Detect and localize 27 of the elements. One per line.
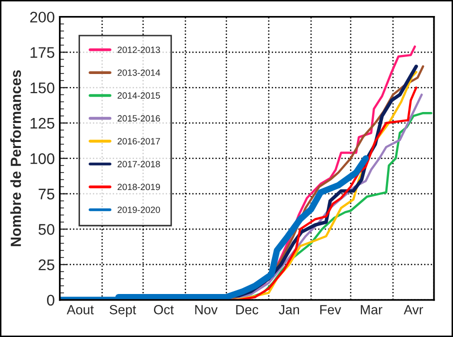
y-tick-label: 50 [38,224,54,235]
legend-label: 2014-2015 [118,92,160,99]
x-tick-label: Oct [154,305,174,314]
x-tick-label: Avr [404,305,424,314]
y-tick-label: 150 [30,82,54,94]
legend-label: 2018-2019 [118,184,160,190]
x-tick-label: Sept [110,305,136,317]
legend-label: 2019-2020 [118,206,160,214]
y-tick-label: 200 [30,12,54,23]
y-tick-label: 75 [38,188,54,200]
legend-label: 2013-2014 [118,69,160,76]
legend-label: 2016-2017 [118,138,160,144]
y-tick-label: 100 [30,153,54,164]
y-tick-label: 175 [30,47,54,58]
y-tick-label: 25 [38,259,54,270]
x-tick-label: Aout [66,305,94,314]
y-tick-label: 125 [30,118,54,129]
x-tick-label: Jan [278,305,299,314]
x-tick-label: Dec [236,305,258,314]
y-axis-title: Nombre de Performances [10,70,22,246]
x-tick-label: Nov [195,305,218,314]
legend-label: 2015-2016 [118,115,160,122]
x-tick-label: Fev [320,305,342,314]
legend-label: 2017-2018 [118,160,160,168]
x-tick-label: Mar [360,305,382,314]
legend-label: 2012-2013 [118,46,160,53]
y-tick-label: 0 [47,294,54,306]
